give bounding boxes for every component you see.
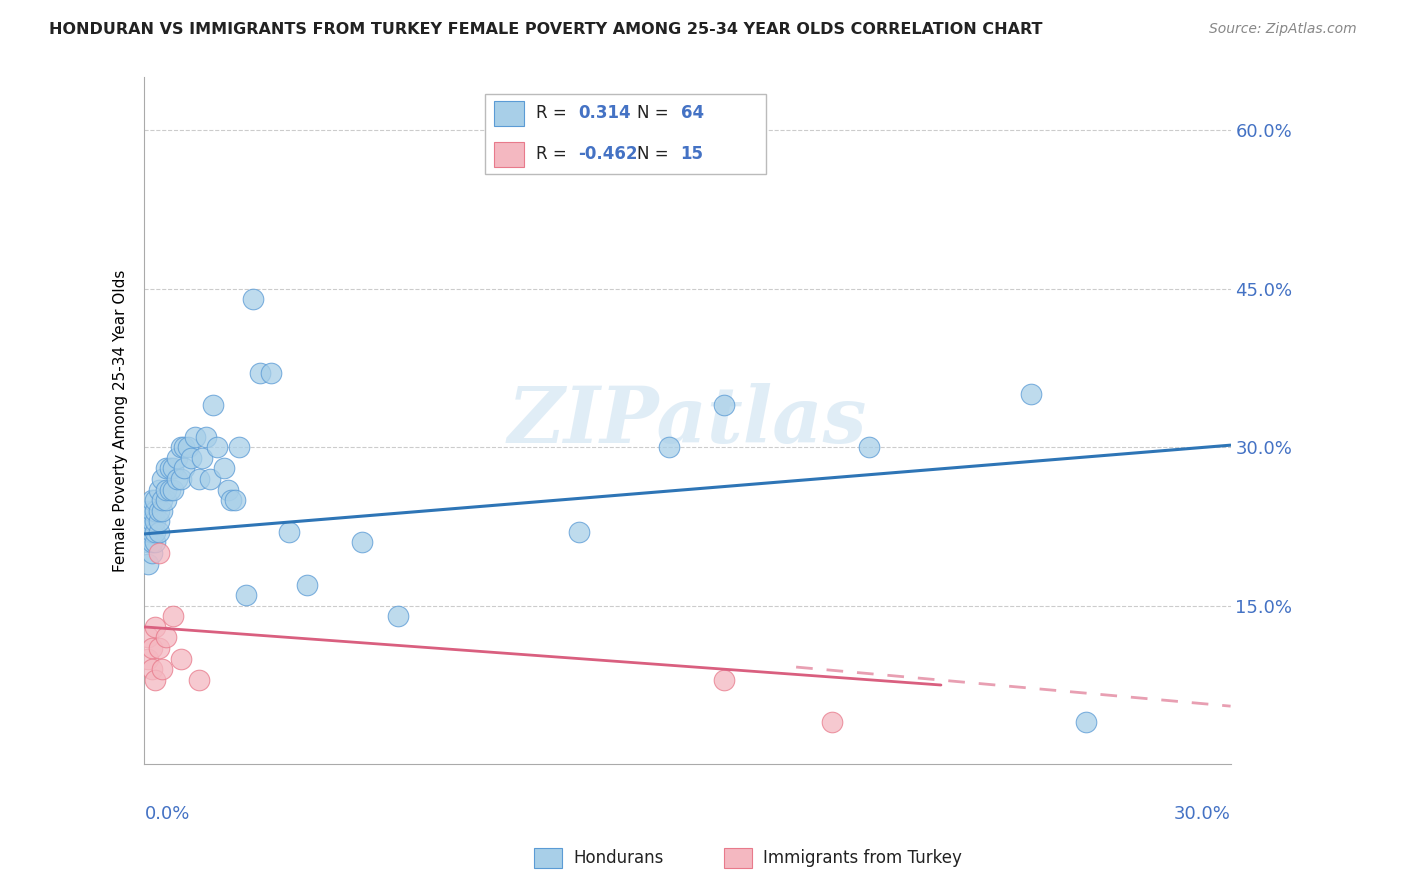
Point — [1021, 387, 1043, 401]
Point — [180, 450, 202, 465]
Point — [136, 651, 159, 665]
Point — [141, 514, 163, 528]
Text: Hondurans: Hondurans — [574, 849, 664, 867]
Point — [155, 461, 177, 475]
Text: 15: 15 — [681, 145, 703, 163]
Point — [155, 483, 177, 497]
Point — [155, 631, 177, 645]
Point — [143, 514, 166, 528]
Point — [148, 546, 170, 560]
Point — [194, 430, 217, 444]
Point — [159, 461, 181, 475]
Text: Source: ZipAtlas.com: Source: ZipAtlas.com — [1209, 22, 1357, 37]
Text: R =: R = — [536, 145, 567, 163]
Point — [228, 440, 250, 454]
Point — [159, 483, 181, 497]
Point — [217, 483, 239, 497]
Point — [713, 398, 735, 412]
Point — [387, 609, 409, 624]
Point — [152, 472, 174, 486]
Text: HONDURAN VS IMMIGRANTS FROM TURKEY FEMALE POVERTY AMONG 25-34 YEAR OLDS CORRELAT: HONDURAN VS IMMIGRANTS FROM TURKEY FEMAL… — [49, 22, 1043, 37]
Point — [136, 535, 159, 549]
Point — [173, 440, 195, 454]
Point — [162, 461, 184, 475]
Point — [152, 504, 174, 518]
Point — [169, 472, 191, 486]
Point — [143, 673, 166, 687]
Point — [148, 514, 170, 528]
Point — [169, 440, 191, 454]
Point — [148, 504, 170, 518]
Point — [152, 662, 174, 676]
Point — [143, 620, 166, 634]
Point — [143, 524, 166, 539]
Point — [191, 450, 214, 465]
Point — [141, 524, 163, 539]
Point — [260, 367, 283, 381]
Text: 0.0%: 0.0% — [145, 805, 190, 823]
Text: -0.462: -0.462 — [578, 145, 637, 163]
Point — [350, 535, 373, 549]
Point — [221, 493, 243, 508]
Point — [136, 557, 159, 571]
Point — [242, 293, 264, 307]
Point — [173, 461, 195, 475]
Point — [568, 524, 591, 539]
Text: N =: N = — [637, 145, 668, 163]
Point — [187, 673, 209, 687]
Y-axis label: Female Poverty Among 25-34 Year Olds: Female Poverty Among 25-34 Year Olds — [114, 269, 128, 572]
Point — [184, 430, 207, 444]
Point — [141, 662, 163, 676]
Point — [143, 535, 166, 549]
Point — [658, 440, 681, 454]
Text: R =: R = — [536, 104, 567, 122]
Text: Immigrants from Turkey: Immigrants from Turkey — [763, 849, 962, 867]
Point — [297, 577, 319, 591]
Point — [141, 546, 163, 560]
Point — [187, 472, 209, 486]
Text: N =: N = — [637, 104, 668, 122]
Point — [169, 651, 191, 665]
Point — [143, 504, 166, 518]
Point — [143, 493, 166, 508]
Point — [148, 524, 170, 539]
Point — [141, 535, 163, 549]
Point — [202, 398, 225, 412]
Point — [136, 514, 159, 528]
Point — [166, 450, 188, 465]
Point — [148, 483, 170, 497]
Point — [141, 640, 163, 655]
Point — [249, 367, 271, 381]
Text: ZIPatlas: ZIPatlas — [508, 383, 868, 459]
Text: 0.314: 0.314 — [578, 104, 630, 122]
Point — [166, 472, 188, 486]
Point — [152, 493, 174, 508]
Point — [821, 714, 844, 729]
Point — [162, 609, 184, 624]
Point — [155, 493, 177, 508]
Point — [141, 504, 163, 518]
Point — [136, 524, 159, 539]
Point — [198, 472, 221, 486]
Point — [224, 493, 246, 508]
Point — [205, 440, 228, 454]
Point — [141, 493, 163, 508]
Point — [1074, 714, 1097, 729]
Point — [177, 440, 200, 454]
Text: 64: 64 — [681, 104, 703, 122]
Point — [136, 504, 159, 518]
Point — [212, 461, 235, 475]
Point — [136, 631, 159, 645]
Point — [162, 483, 184, 497]
Point — [858, 440, 880, 454]
Text: 30.0%: 30.0% — [1174, 805, 1230, 823]
Point — [235, 588, 257, 602]
Point — [713, 673, 735, 687]
Point — [148, 640, 170, 655]
Point — [278, 524, 301, 539]
